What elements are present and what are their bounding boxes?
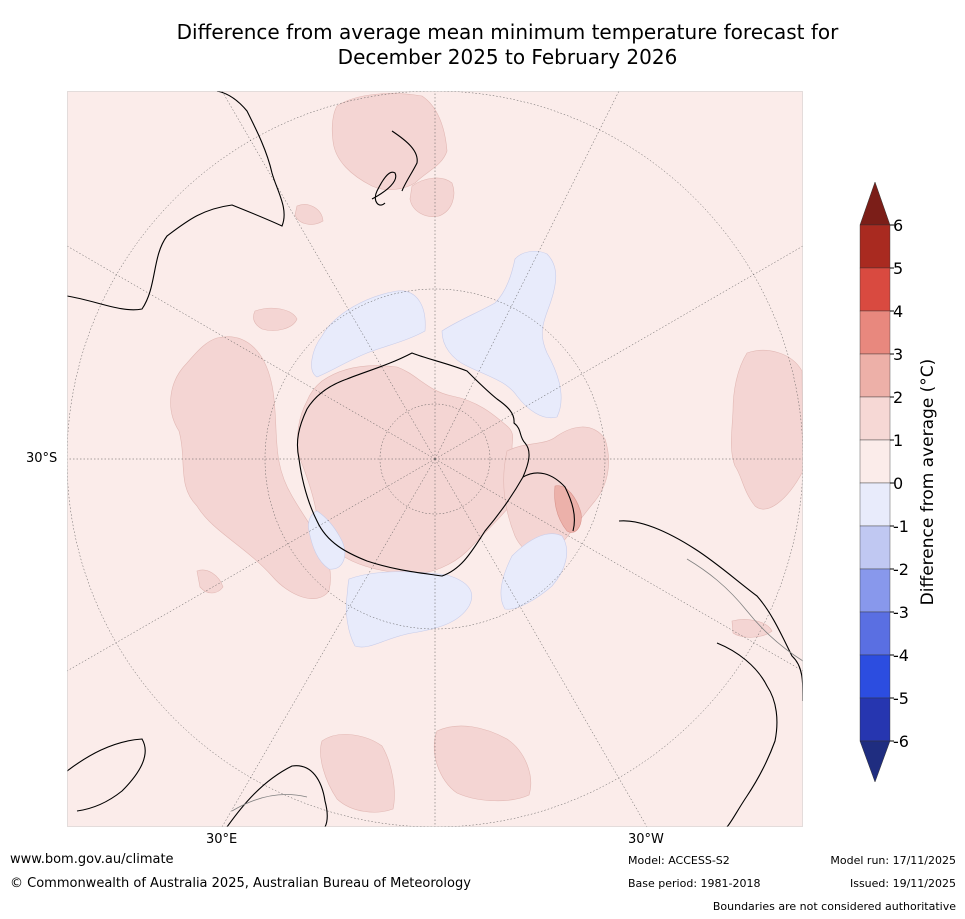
footer-website: www.bom.gov.au/climate xyxy=(10,852,174,867)
coastlines xyxy=(67,91,803,827)
colorbar-under-arrow xyxy=(859,740,891,783)
footer-disclaimer: Boundaries are not considered authoritat… xyxy=(712,900,956,913)
meridian-line-210 xyxy=(221,458,436,827)
colorbar-segment-2 xyxy=(859,310,891,355)
boundary-south-america xyxy=(686,558,803,662)
colorbar-segment-0 xyxy=(859,224,891,269)
colorbar-tick-label-8: -2 xyxy=(893,560,909,579)
colorbar-tick-label-12: -6 xyxy=(893,732,909,751)
footer-model: Model: ACCESS-S2 xyxy=(628,854,730,867)
warm-area-west-indian-ocean xyxy=(170,336,331,599)
meridian-line-240 xyxy=(67,458,436,672)
warm-area-south-africa-2 xyxy=(433,725,532,802)
colorbar-segment-10 xyxy=(859,654,891,699)
warm-area-tasman xyxy=(409,177,455,217)
warm-area-small-1 xyxy=(294,204,324,225)
warm-area-south-pacific xyxy=(731,350,803,510)
colorbar-segment-3 xyxy=(859,353,891,398)
coastline-new-zealand-south xyxy=(371,171,397,206)
colorbar-tick-label-9: -3 xyxy=(893,603,909,622)
coastline-antarctic-peninsula xyxy=(522,472,575,532)
meridian-line-300 xyxy=(67,245,436,460)
warm-area-indian-small xyxy=(253,307,298,331)
warm-area-new-zealand xyxy=(331,93,448,191)
colorbar-tick-label-1: 5 xyxy=(893,259,903,278)
warm-area-antarctica xyxy=(297,365,532,574)
colorbar-segment-4 xyxy=(859,396,891,441)
colorbar-segment-8 xyxy=(859,568,891,613)
longitude-label-30e: 30°E xyxy=(206,832,238,847)
colorbar-tick-label-4: 2 xyxy=(893,388,903,407)
footer-issued: Issued: 19/11/2025 xyxy=(849,877,956,890)
colorbar-segment-9 xyxy=(859,611,891,656)
colorbar-tick-label-5: 1 xyxy=(893,431,903,450)
chart-title: Difference from average mean minimum tem… xyxy=(60,20,955,70)
map-border xyxy=(67,91,803,827)
latitude-ring-60s xyxy=(264,288,606,630)
title-line-1: Difference from average mean minimum tem… xyxy=(176,20,839,44)
cool-area-indian-ocean xyxy=(311,290,426,378)
footer-model-run: Model run: 17/11/2025 xyxy=(830,854,956,867)
coastline-antarctica xyxy=(296,352,530,577)
colorbar-tick-label-11: -5 xyxy=(893,689,909,708)
coastline-australia xyxy=(67,91,285,311)
graticule xyxy=(67,91,803,827)
colorbar-tick-label-10: -4 xyxy=(893,646,909,665)
coastline-south-america xyxy=(618,520,803,827)
boundary-southern-africa xyxy=(231,794,308,812)
cool-area-weddell xyxy=(500,533,567,610)
colorbar-segment-11 xyxy=(859,697,891,742)
meridian-line-330 xyxy=(221,91,436,460)
latitude-label-30s: 30°S xyxy=(26,451,58,466)
colorbar-title: Difference from average (°C) xyxy=(918,358,938,606)
colorbar-tick-label-0: 6 xyxy=(893,216,903,235)
colorbar-segment-1 xyxy=(859,267,891,312)
boundaries xyxy=(231,558,803,812)
warm-area-south-america xyxy=(731,619,773,638)
footer-base-period: Base period: 1981-2018 xyxy=(628,877,761,890)
meridian-line-120 xyxy=(434,458,803,672)
colorbar-tick-label-7: -1 xyxy=(893,517,909,536)
coastline-new-zealand-north xyxy=(391,130,418,192)
cool-area-enderby xyxy=(308,510,346,570)
footer-copyright: © Commonwealth of Australia 2025, Austra… xyxy=(10,876,471,891)
warm-area-south-africa-1 xyxy=(320,734,395,813)
colorbar-tick-label-2: 4 xyxy=(893,302,903,321)
coastline-africa xyxy=(67,738,328,827)
meridian-line-60 xyxy=(434,245,803,460)
colorbar-tick-label-3: 3 xyxy=(893,345,903,364)
colorbar-legend: 6 5 4 3 2 1 0 -1 -2 -3 -4 -5 -6 xyxy=(859,181,909,783)
warm-area-madagascar xyxy=(196,569,224,594)
meridian-line-150 xyxy=(434,458,648,827)
colorbar-segment-6 xyxy=(859,482,891,527)
colorbar-segment-5 xyxy=(859,439,891,484)
colorbar-segment-7 xyxy=(859,525,891,570)
longitude-label-30w: 30°W xyxy=(628,832,664,847)
cool-area-pacific xyxy=(441,250,562,419)
polar-map xyxy=(67,91,803,827)
cool-area-atlantic xyxy=(345,571,473,648)
colorbar-tick-label-6: 0 xyxy=(893,474,903,493)
colorbar-over-arrow xyxy=(859,181,891,226)
title-line-2: December 2025 to February 2026 xyxy=(337,45,678,69)
latitude-ring-80s xyxy=(379,403,491,515)
